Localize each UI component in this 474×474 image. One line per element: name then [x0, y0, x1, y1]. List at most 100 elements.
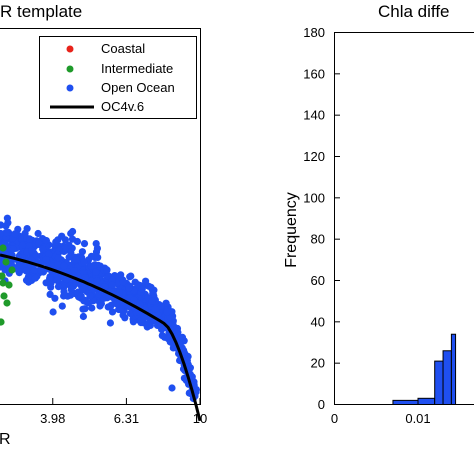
legend-box [39, 36, 197, 119]
scatter-point-open-ocean [107, 301, 115, 309]
scatter-point-open-ocean [60, 262, 68, 270]
scatter-point-open-ocean [46, 290, 54, 298]
scatter-point-open-ocean [81, 274, 89, 282]
scatter-point-open-ocean [0, 229, 4, 238]
scatter-point-open-ocean [127, 272, 135, 280]
right-y-tick-label: 0 [318, 397, 325, 412]
scatter-point-open-ocean [42, 256, 50, 264]
right-histogram-bars [392, 333, 457, 406]
legend-marker-open-ocean [66, 84, 74, 92]
scatter-point-open-ocean [72, 255, 80, 264]
scatter-point-open-ocean [42, 237, 51, 245]
scatter-point-open-ocean [58, 302, 66, 310]
scatter-point-open-ocean [166, 338, 174, 346]
scatter-point-open-ocean [46, 274, 54, 282]
right-y-axis-label: Frequency [283, 192, 300, 268]
scatter-point-open-ocean [88, 304, 96, 312]
scatter-point-open-ocean [147, 283, 155, 291]
left-x-tick-label: 10 [193, 411, 207, 426]
scatter-point-open-ocean [132, 308, 141, 316]
left-plot-data [0, 214, 202, 422]
scatter-point-open-ocean [93, 277, 101, 285]
scatter-point-open-ocean [158, 332, 166, 340]
left-chart-title: R template [0, 2, 82, 21]
scatter-point-open-ocean [11, 230, 19, 238]
scatter-point-open-ocean [119, 278, 127, 286]
legend: Coastal Intermediate Open Ocean OC4v.6 [39, 36, 197, 119]
scatter-point-open-ocean [117, 271, 125, 279]
scatter-point-open-ocean [28, 246, 36, 255]
scatter-point-open-ocean [79, 305, 87, 313]
scatter-point-open-ocean [80, 240, 89, 248]
scatter-point-open-ocean [54, 254, 63, 262]
right-chart-title: Chla diffe [378, 2, 450, 21]
right-y-tick-label: 180 [303, 25, 325, 40]
scatter-point-open-ocean [148, 297, 156, 305]
right-y-tick-label: 120 [303, 149, 325, 164]
right-x-ticks: 0 0.01 [331, 398, 431, 426]
scatter-point-open-ocean [144, 320, 152, 328]
scatter-point-open-ocean [61, 236, 69, 244]
scatter-point-open-ocean [78, 248, 86, 256]
scatter-point-open-ocean [26, 235, 34, 243]
scatter-point-open-ocean [63, 275, 71, 284]
scatter-point-intermediate [0, 244, 7, 252]
left-x-axis-label: R [0, 431, 11, 448]
scatter-point-intermediate [0, 292, 8, 300]
scatter-point-open-ocean [87, 262, 95, 270]
scatter-point-open-ocean [67, 285, 75, 293]
scatter-point-open-ocean [138, 285, 146, 293]
scatter-point-open-ocean [96, 302, 104, 310]
histogram-bar [417, 397, 436, 405]
histogram-bar [442, 350, 452, 405]
scatter-point-open-ocean [103, 266, 111, 274]
scatter-point-open-ocean [67, 291, 75, 299]
scatter-point-open-ocean [69, 227, 77, 236]
scatter-point-open-ocean [72, 279, 80, 287]
scatter-point-open-ocean [87, 252, 96, 260]
scatter-point-open-ocean [31, 274, 39, 282]
scatter-point-open-ocean [108, 281, 116, 289]
scatter-point-open-ocean [32, 251, 40, 260]
right-x-tick-label: 0.01 [405, 411, 430, 426]
histogram-bar [392, 399, 419, 406]
left-x-tick-label: 6.31 [114, 411, 139, 426]
scatter-point-intermediate [8, 266, 16, 274]
scatter-point-open-ocean [35, 239, 43, 247]
scatter-point-intermediate [2, 258, 10, 266]
scatter-point-open-ocean [51, 294, 59, 302]
scatter-point-open-ocean [106, 319, 114, 327]
scatter-point-open-ocean [130, 296, 138, 304]
scatter-point-open-ocean [18, 241, 27, 249]
scatter-point-open-ocean [22, 276, 31, 284]
legend-label-open-ocean: Open Ocean [101, 80, 175, 95]
scatter-point-open-ocean [149, 290, 157, 298]
right-y-tick-label: 40 [311, 314, 325, 329]
right-y-tick-label: 80 [311, 232, 325, 247]
scatter-point-open-ocean [39, 245, 47, 253]
right-y-tick-label: 20 [311, 356, 325, 371]
scatter-point-open-ocean [136, 300, 144, 308]
scatter-point-open-ocean [61, 244, 69, 252]
scatter-point-open-ocean [53, 275, 62, 284]
scatter-point-intermediate [3, 299, 11, 307]
scatter-point-open-ocean [82, 298, 90, 306]
scatter-point-open-ocean [94, 253, 102, 261]
scatter-point-intermediate [5, 281, 13, 289]
scatter-point-open-ocean [142, 277, 150, 285]
scatter-point-open-ocean [54, 283, 63, 291]
scatter-point-open-ocean [54, 261, 62, 269]
scatter-point-open-ocean [2, 229, 10, 237]
right-y-tick-label: 160 [303, 66, 325, 81]
legend-label-coastal: Coastal [101, 41, 145, 56]
scatter-point-open-ocean [151, 305, 159, 313]
scatter-point-open-ocean [79, 312, 87, 321]
scatter-point-intermediate [0, 272, 6, 280]
scatter-point-open-ocean [134, 281, 142, 289]
scatter-point-open-ocean [163, 308, 171, 316]
scatter-point-open-ocean [68, 235, 77, 243]
scatter-point-intermediate [0, 318, 5, 326]
